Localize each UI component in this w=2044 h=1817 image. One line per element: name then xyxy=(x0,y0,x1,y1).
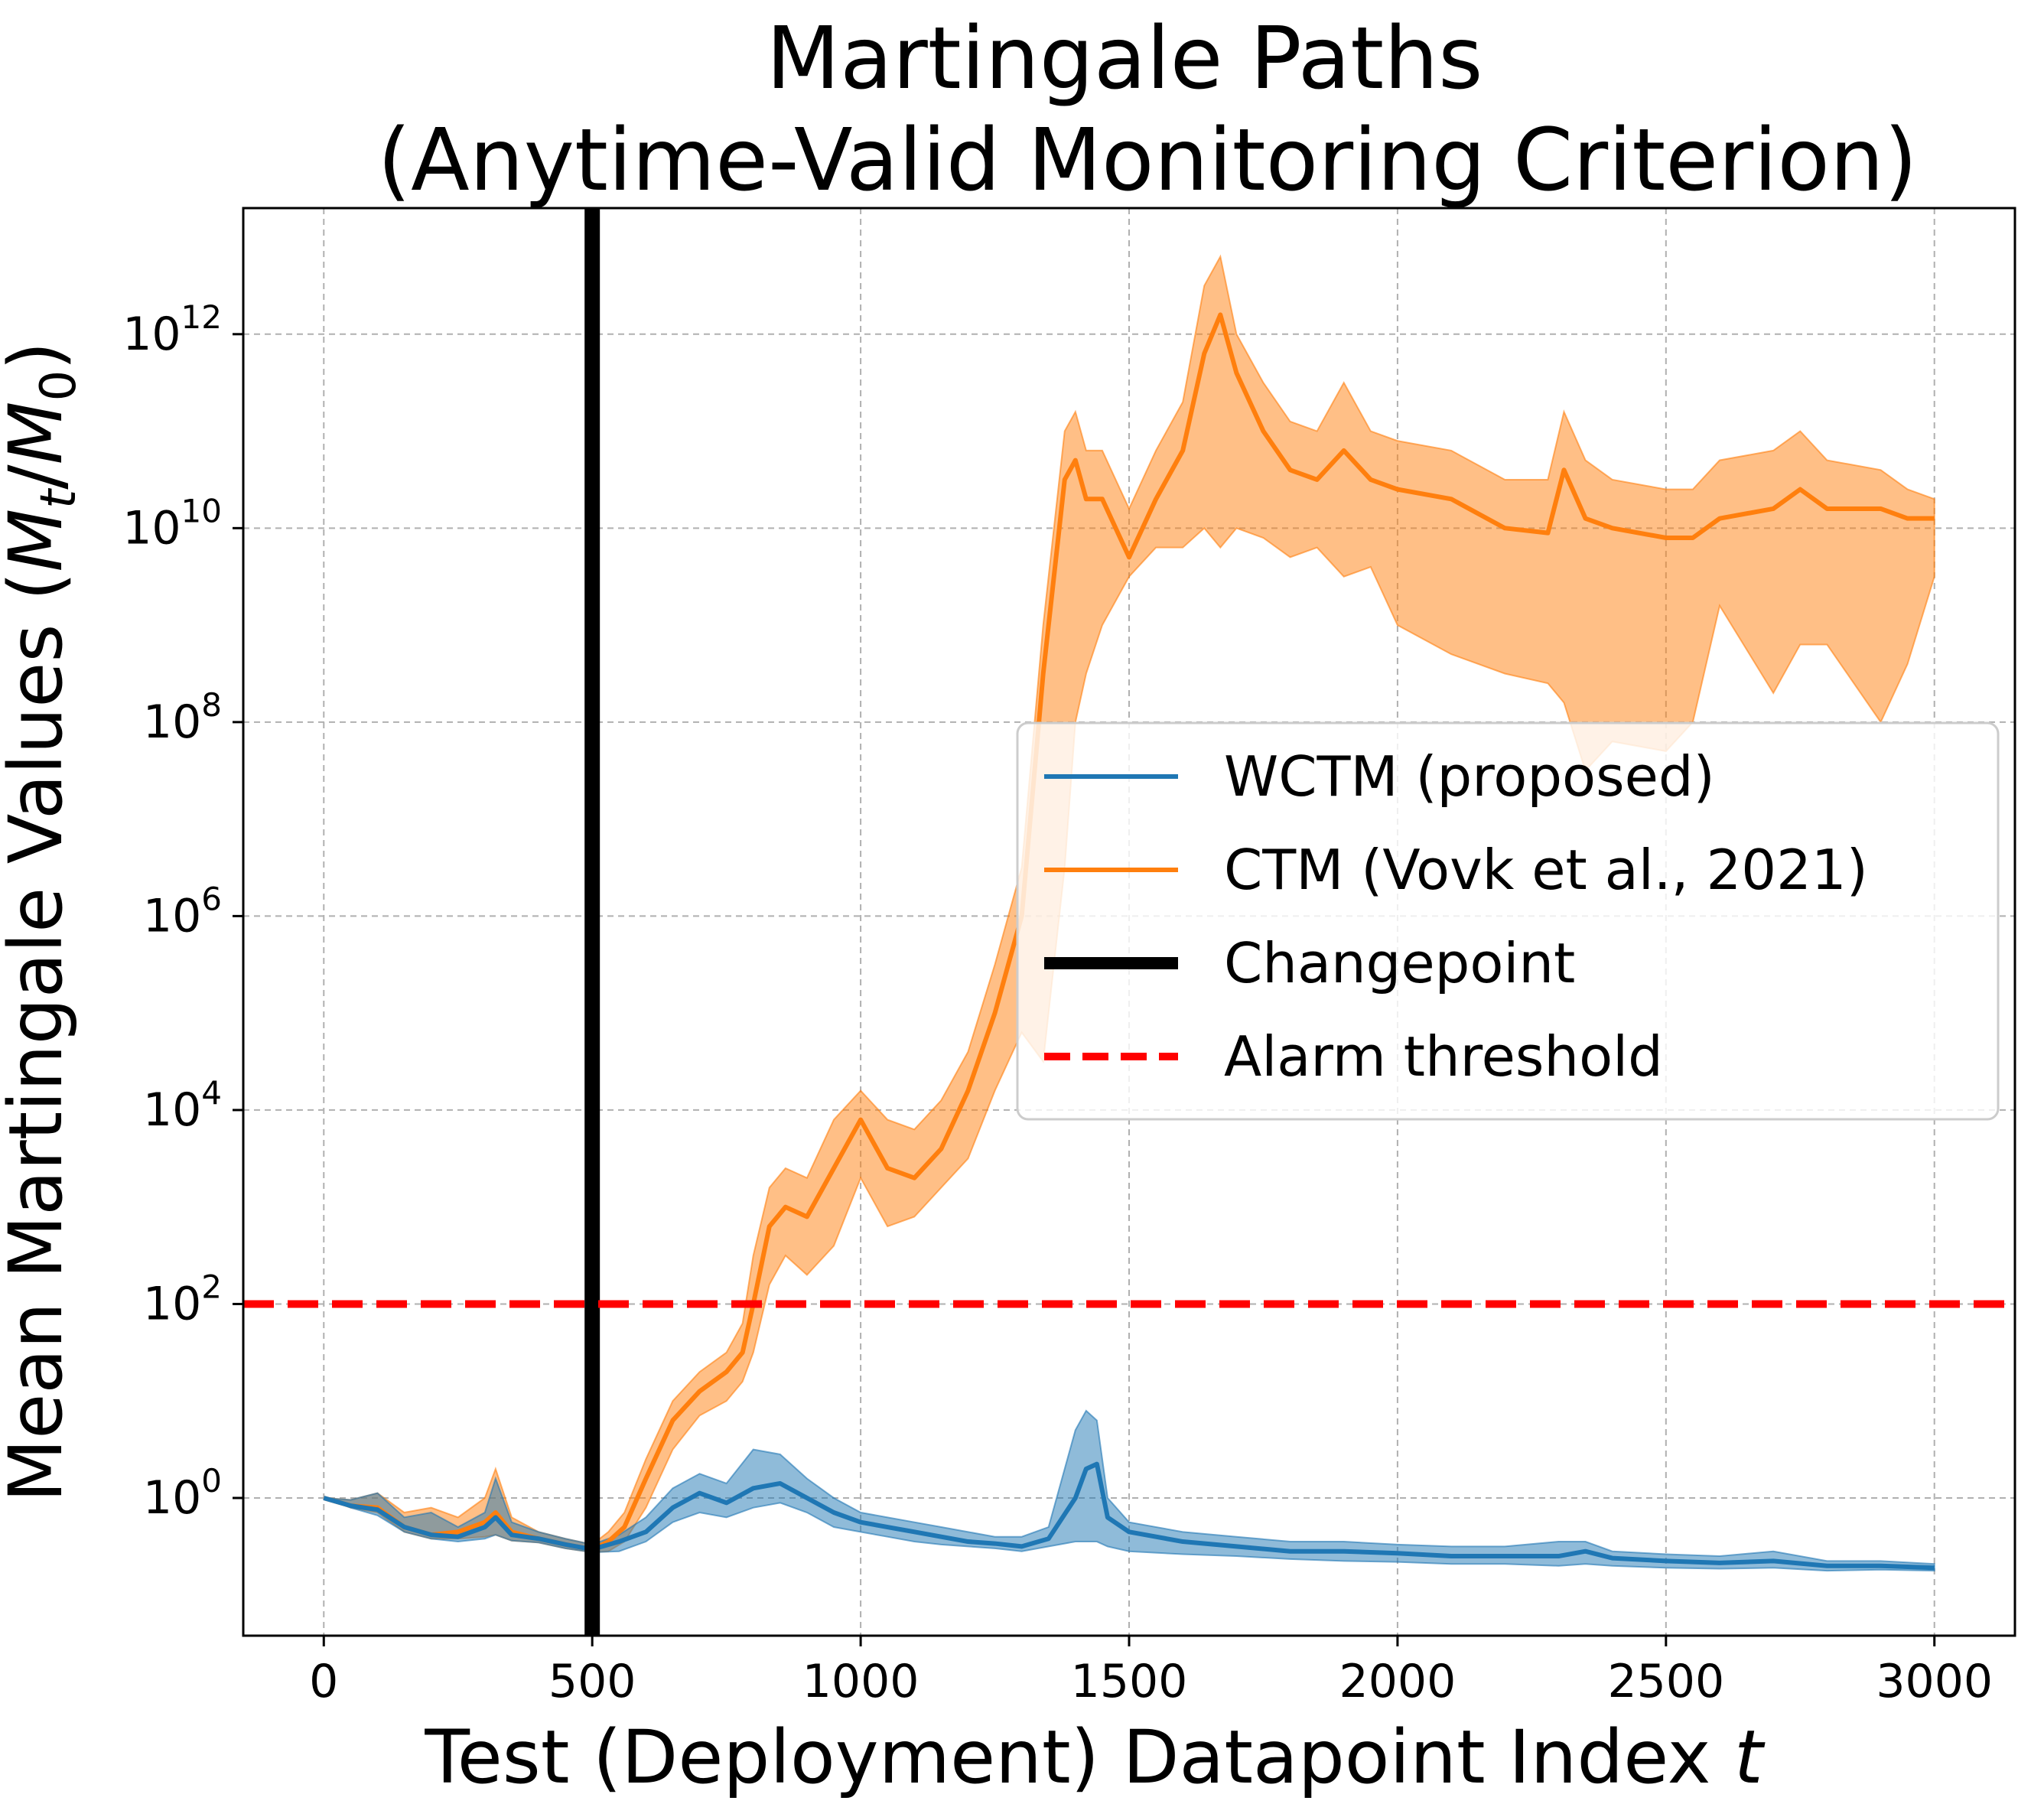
x-tick-label: 2500 xyxy=(1607,1655,1724,1708)
reference-lines xyxy=(243,208,2015,1636)
x-axis-label-var: t xyxy=(1734,1714,1766,1800)
legend-label-wctm: WCTM (proposed) xyxy=(1224,744,1715,809)
y-tick-label: 102 xyxy=(143,1268,222,1330)
y-axis-ticks: 100 102 104 106 108 1010 1012 xyxy=(122,298,243,1525)
y-tick-label: 108 xyxy=(143,686,222,749)
legend-box xyxy=(1016,721,2000,1121)
legend-label-ctm: CTM (Vovk et al., 2021) xyxy=(1224,838,1868,902)
x-axis-ticks: 0 500 1000 1500 2000 2500 3000 xyxy=(309,1636,1993,1708)
y-tick-label: 1010 xyxy=(122,492,222,555)
chart-title-line-1: Martingale Paths xyxy=(766,9,1483,109)
legend-label-changepoint: Changepoint xyxy=(1224,931,1575,995)
band-ctm xyxy=(323,254,1935,1553)
series-lines xyxy=(323,312,1935,1571)
y-tick-label: 104 xyxy=(143,1074,222,1137)
x-tick-label: 500 xyxy=(548,1655,636,1708)
x-axis-label: Test (Deployment) Datapoint Index t xyxy=(424,1714,1766,1800)
x-tick-label: 2000 xyxy=(1339,1655,1457,1708)
line-wctm xyxy=(323,1461,1935,1571)
y-axis-label-text: Mean Martingale Values xyxy=(0,624,79,1503)
x-axis-label-text: Test (Deployment) Datapoint Index xyxy=(424,1714,1710,1800)
legend-label-alarm: Alarm threshold xyxy=(1224,1024,1663,1089)
y-tick-label: 106 xyxy=(143,880,222,943)
legend: WCTM (proposed) CTM (Vovk et al., 2021) … xyxy=(1016,721,2000,1121)
chart-title-line-2: (Anytime-Valid Monitoring Criterion) xyxy=(377,111,1917,210)
y-tick-label: 100 xyxy=(143,1462,222,1525)
y-tick-label: 1012 xyxy=(122,298,222,361)
x-tick-label: 3000 xyxy=(1876,1655,1993,1708)
x-tick-label: 0 xyxy=(309,1655,338,1708)
y-axis-label: Mean Martingale Values (Mt/M0) xyxy=(0,341,87,1502)
x-tick-label: 1000 xyxy=(802,1655,919,1708)
x-tick-label: 1500 xyxy=(1071,1655,1188,1708)
